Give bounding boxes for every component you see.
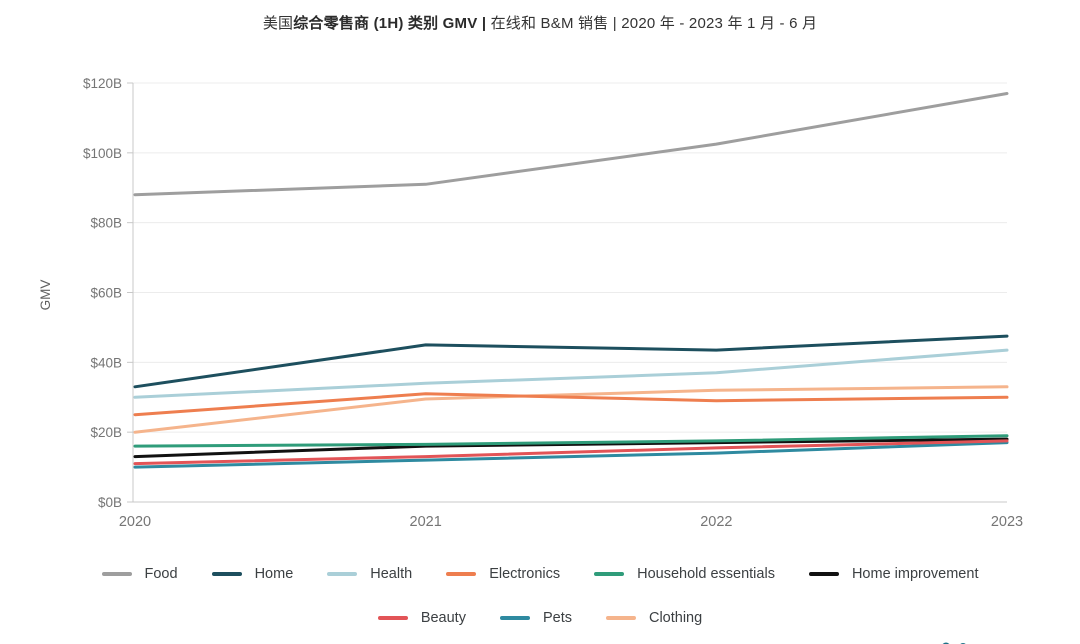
legend-label: Food	[144, 566, 178, 582]
legend-swatch-icon	[594, 572, 625, 576]
series-line-food	[133, 92, 1009, 197]
chart-title: 美国综合零售商 (1H) 类别 GMV | 在线和 B&M 销售 | 2020 …	[0, 12, 1080, 33]
legend-label: Clothing	[648, 610, 703, 626]
legend-swatch-icon	[605, 616, 636, 620]
legend-item-food: Food	[101, 566, 178, 582]
legend-item-beauty: Beauty	[377, 610, 466, 626]
chart-legend-row-1: Food Home Health Electronics Household essen…	[0, 566, 1080, 582]
x-tick-label-2021: 2021	[410, 514, 442, 530]
legend-item-health: Health	[327, 566, 412, 582]
series-line-health	[133, 348, 1009, 399]
legend-label: Health	[370, 566, 413, 582]
y-tick-label: $40B	[90, 355, 122, 370]
chart-title-bold: 综合零售商 (1H) 类别 GMV |	[293, 15, 491, 32]
series-line-beauty	[133, 439, 1009, 466]
chart-title-prefix: 美国	[262, 15, 294, 32]
legend-swatch-icon	[446, 572, 477, 576]
series-line-electronics	[133, 392, 1009, 417]
legend-swatch-icon	[327, 572, 358, 576]
x-tick-label-2023: 2023	[991, 514, 1023, 530]
legend-label: Beauty	[420, 610, 466, 626]
series-line-pets	[133, 441, 1009, 469]
legend-item-electronics: Electronics	[446, 566, 560, 582]
legend-label: Electronics	[489, 566, 561, 582]
legend-swatch-icon	[101, 572, 132, 576]
y-tick-label: $80B	[90, 216, 122, 231]
legend-item-pets: Pets	[499, 610, 572, 626]
legend-swatch-icon	[377, 616, 408, 620]
legend-item-clothing: Clothing	[605, 610, 703, 626]
y-axis-title: GMV	[38, 280, 53, 311]
series-line-home-improvement	[133, 437, 1009, 459]
y-tick-label: $20B	[90, 425, 122, 440]
y-tick-label: $0B	[98, 495, 122, 510]
legend-swatch-icon	[499, 616, 530, 620]
legend-swatch-icon	[808, 572, 839, 576]
chart-legend-row-2: Beauty Pets Clothing	[0, 610, 1080, 626]
legend-label: Home	[254, 566, 294, 582]
vendor-logo-cropped	[938, 637, 988, 644]
legend-label: Household essentials	[637, 566, 775, 582]
y-tick-label: $60B	[90, 286, 122, 301]
legend-label: Home improvement	[851, 566, 979, 582]
y-tick-label: $120B	[83, 76, 122, 91]
legend-item-household-essentials: Household essentials	[594, 566, 775, 582]
y-tick-label: $100B	[83, 146, 122, 161]
legend-item-home-improvement: Home improvement	[808, 566, 979, 582]
x-tick-label-2022: 2022	[700, 514, 732, 530]
legend-item-home: Home	[211, 566, 294, 582]
series-line-household-essentials	[133, 434, 1009, 448]
series-line-clothing	[133, 385, 1009, 434]
x-tick-label-2020: 2020	[119, 514, 151, 530]
legend-label: Pets	[542, 610, 572, 626]
chart-title-rest: 在线和 B&M 销售 | 2020 年 - 2023 年 1 月 - 6 月	[490, 15, 818, 32]
series-line-home	[133, 334, 1009, 389]
legend-swatch-icon	[211, 572, 242, 576]
